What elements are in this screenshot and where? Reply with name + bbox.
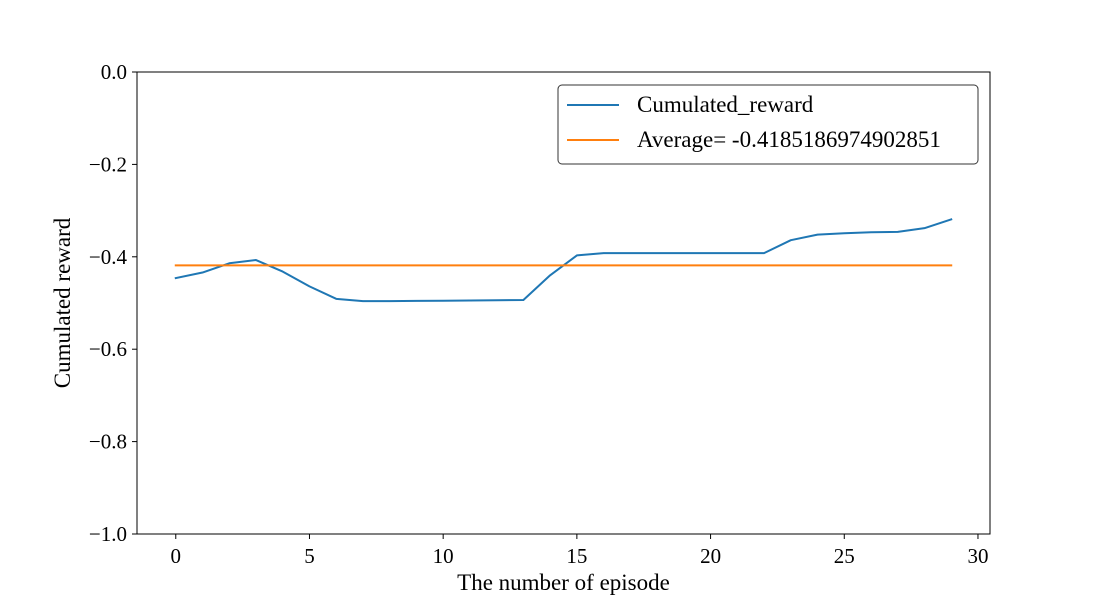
y-tick-label: −1.0 xyxy=(89,522,127,546)
series-layer xyxy=(174,218,953,303)
y-tick-label: −0.2 xyxy=(89,152,127,176)
x-tick-label: 25 xyxy=(834,544,855,568)
y-tick-label: −0.6 xyxy=(89,337,127,361)
legend-box xyxy=(557,84,979,165)
legend-label-average: Average= -0.4185186974902851 xyxy=(637,127,941,152)
x-tick-label: 15 xyxy=(566,544,587,568)
y-axis-label: Cumulated reward xyxy=(50,217,75,388)
x-tick-label: 5 xyxy=(304,544,315,568)
y-tick-label: 0.0 xyxy=(101,60,127,84)
legend: Cumulated_reward Average= -0.41851869749… xyxy=(557,84,979,165)
x-tick-label: 30 xyxy=(967,544,988,568)
y-tick-label: −0.8 xyxy=(89,430,127,454)
plot-frame xyxy=(136,71,991,535)
x-axis-label: The number of episode xyxy=(457,570,670,595)
x-tick-label: 20 xyxy=(700,544,721,568)
x-tick-label: 0 xyxy=(171,544,182,568)
x-axis-ticks: 0 5 10 15 20 25 30 xyxy=(171,534,988,568)
legend-label-cumulated-reward: Cumulated_reward xyxy=(637,92,814,117)
x-tick-label: 10 xyxy=(433,544,454,568)
y-axis-ticks: 0.0 −0.2 −0.4 −0.6 −0.8 −1.0 xyxy=(89,60,137,546)
y-tick-label: −0.4 xyxy=(89,245,128,269)
